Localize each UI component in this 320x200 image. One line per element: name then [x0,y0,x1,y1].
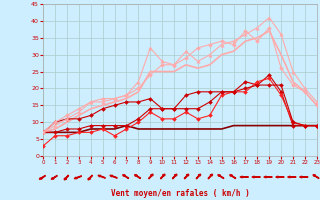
Text: Vent moyen/en rafales ( km/h ): Vent moyen/en rafales ( km/h ) [111,189,250,198]
